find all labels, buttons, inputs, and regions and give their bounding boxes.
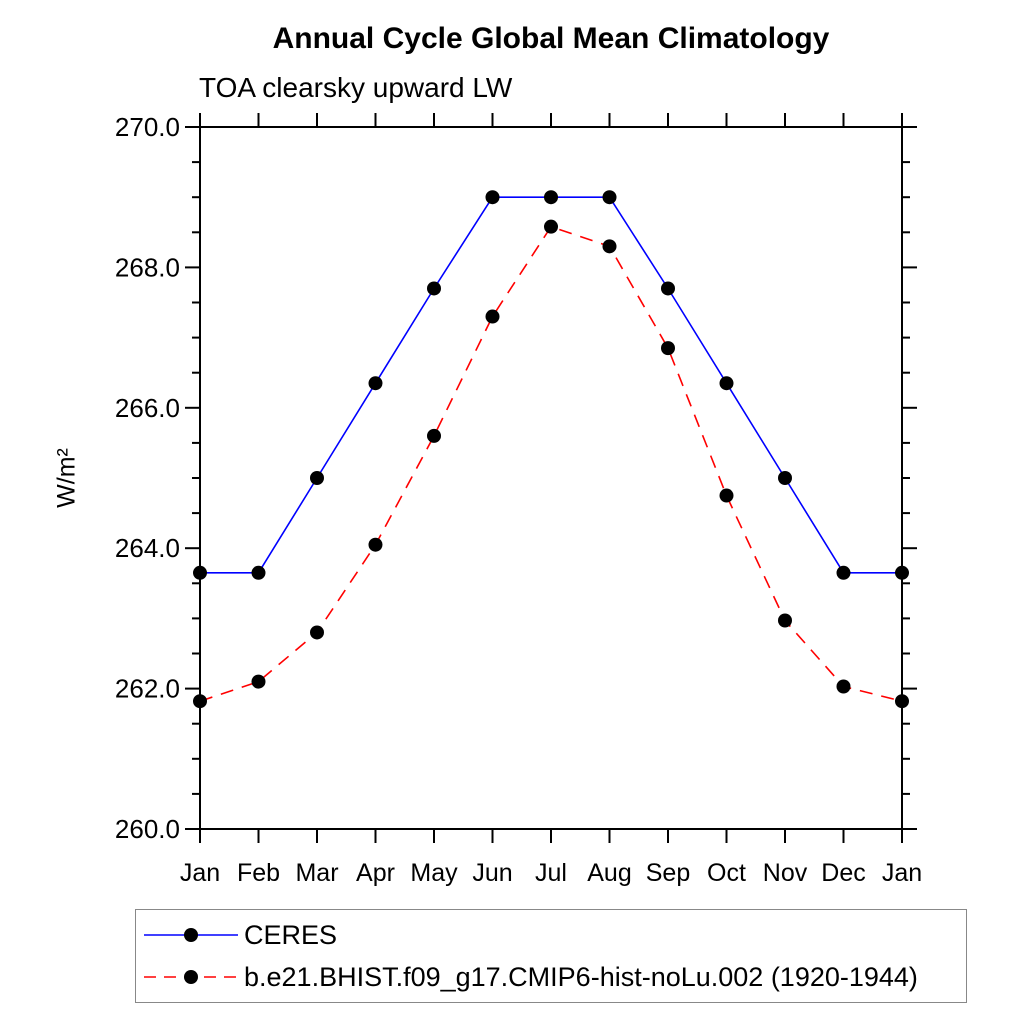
- model-marker: [836, 679, 851, 694]
- x-tick-label: Jun: [472, 859, 512, 887]
- model-marker: [778, 613, 792, 628]
- y-tick-label: 264.0: [115, 533, 180, 563]
- ceres-marker: [427, 281, 441, 296]
- model-line-sample-icon: [144, 970, 238, 984]
- x-tick-label: Jan: [882, 859, 922, 887]
- legend-item-ceres: CERES: [141, 917, 966, 953]
- chart-title: Annual Cycle Global Mean Climatology: [272, 22, 830, 55]
- model-marker: [544, 219, 558, 234]
- legend-item-model: b.e21.BHIST.f09_g17.CMIP6-hist-noLu.002 …: [141, 959, 966, 995]
- x-tick-label: Jul: [535, 859, 567, 887]
- ceres-line: [200, 196, 902, 574]
- model-line: [199, 225, 903, 702]
- ceres-marker: [836, 565, 851, 580]
- y-tick-label: 270.0: [115, 112, 180, 142]
- legend-box: CERES b.e21.BHIST.f09_g17.CMIP6-hist-noL…: [135, 909, 967, 1003]
- model-marker: [602, 239, 617, 254]
- ceres-marker: [310, 471, 324, 485]
- ceres-marker: [895, 565, 909, 580]
- ceres-marker: [193, 565, 207, 580]
- x-tick-label: Feb: [237, 859, 280, 887]
- x-tick-label: Dec: [821, 859, 865, 887]
- ceres-marker: [485, 190, 500, 205]
- ceres-marker: [778, 471, 792, 485]
- ceres-line-sample-icon: [144, 928, 238, 942]
- x-tick-label: Nov: [763, 859, 808, 887]
- x-tick-label: Oct: [707, 859, 746, 887]
- ceres-marker: [544, 190, 558, 205]
- model-marker: [719, 488, 734, 503]
- ceres-marker: [602, 190, 617, 205]
- model-marker: [310, 625, 324, 640]
- model-marker: [193, 694, 207, 709]
- model-marker: [661, 341, 675, 356]
- y-tick-label: 260.0: [115, 814, 180, 844]
- x-tick-label: Sep: [646, 859, 690, 887]
- y-tick-label: 262.0: [115, 674, 180, 704]
- ceres-marker: [368, 376, 383, 391]
- x-tick-label: May: [410, 859, 458, 887]
- legend-label-model: b.e21.BHIST.f09_g17.CMIP6-hist-noLu.002 …: [244, 961, 918, 992]
- ceres-marker: [661, 281, 675, 296]
- model-marker: [895, 694, 909, 709]
- x-tick-label: Mar: [295, 859, 338, 887]
- model-marker: [368, 537, 383, 552]
- x-tick-label: Jan: [180, 859, 220, 887]
- model-marker: [485, 309, 500, 324]
- x-tick-label: Aug: [587, 859, 631, 887]
- chart-subtitle: TOA clearsky upward LW: [199, 72, 513, 103]
- legend-label-ceres: CERES: [244, 919, 338, 950]
- x-tick-label: Apr: [356, 859, 395, 887]
- y-tick-label: 268.0: [115, 252, 180, 282]
- y-tick-label: 266.0: [115, 393, 180, 423]
- model-marker: [251, 674, 266, 689]
- ceres-marker: [719, 376, 734, 391]
- ceres-marker: [251, 565, 266, 580]
- model-marker: [427, 428, 441, 443]
